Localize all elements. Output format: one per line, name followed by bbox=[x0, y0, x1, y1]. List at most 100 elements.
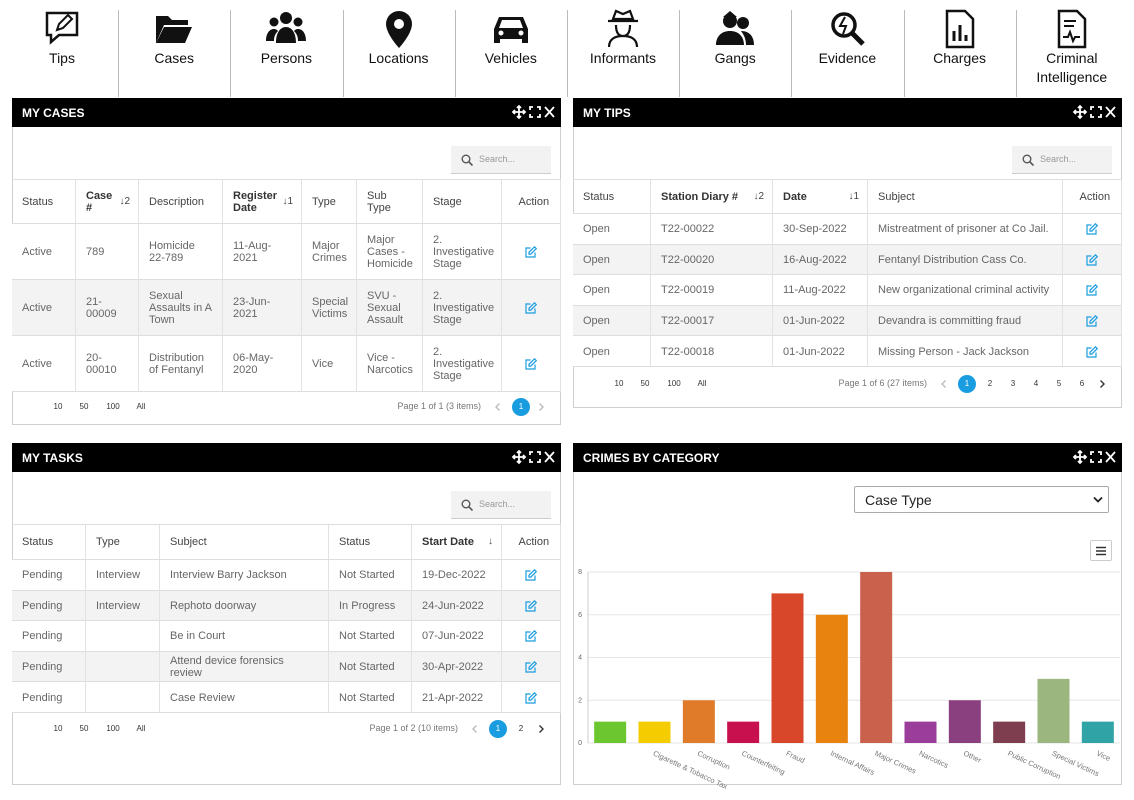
column-header[interactable]: Stage bbox=[423, 180, 502, 224]
page-size[interactable]: 10 bbox=[53, 724, 63, 733]
column-label: Status bbox=[583, 190, 615, 203]
nav-item[interactable]: Evidence bbox=[791, 0, 903, 97]
page-size[interactable]: 100 bbox=[106, 402, 120, 411]
page-size[interactable]: 50 bbox=[79, 724, 89, 733]
table-cell: 789 bbox=[76, 224, 139, 280]
next-page[interactable] bbox=[536, 724, 546, 734]
column-header[interactable]: Subject bbox=[868, 180, 1063, 214]
column-header[interactable]: Subject bbox=[160, 525, 329, 560]
action-cell[interactable] bbox=[502, 224, 561, 280]
next-page[interactable] bbox=[1097, 379, 1107, 389]
table-cell: Sexual Assaults in A Town bbox=[139, 280, 223, 336]
nav-label: Persons bbox=[260, 50, 313, 66]
prev-page[interactable] bbox=[939, 379, 949, 389]
action-cell[interactable] bbox=[502, 590, 561, 622]
panel-controls bbox=[1072, 449, 1116, 465]
action-cell[interactable] bbox=[1063, 336, 1122, 367]
page-size[interactable]: 10 bbox=[53, 402, 63, 411]
action-cell[interactable] bbox=[1063, 214, 1122, 245]
table-cell: 2. Investigative Stage bbox=[423, 336, 502, 392]
page-size[interactable]: All bbox=[697, 379, 707, 388]
case-type-select[interactable]: Case Type bbox=[854, 486, 1109, 513]
column-header[interactable]: Station Diary # ↓2 bbox=[651, 180, 773, 214]
search-box[interactable]: Search... bbox=[1012, 146, 1112, 174]
nav-item[interactable]: Charges bbox=[904, 0, 1016, 97]
search-box[interactable]: Search... bbox=[451, 146, 551, 174]
column-header[interactable]: Type bbox=[86, 525, 160, 560]
nav-item[interactable]: Vehicles bbox=[455, 0, 567, 97]
column-header[interactable]: Status bbox=[12, 525, 86, 560]
page-size[interactable]: 100 bbox=[106, 724, 120, 733]
bar bbox=[860, 572, 893, 743]
search-box[interactable]: Search... bbox=[451, 491, 551, 519]
nav-item[interactable]: Criminal Intelligence bbox=[1016, 0, 1128, 97]
page-number[interactable]: 1 bbox=[489, 720, 507, 738]
nav-item[interactable]: Locations bbox=[343, 0, 455, 97]
column-header[interactable]: Status bbox=[573, 180, 651, 214]
page-number[interactable]: 3 bbox=[1010, 379, 1016, 388]
table-cell: Homicide 22-789 bbox=[139, 224, 223, 280]
table-row: Open T22-00019 11-Aug-2022 New organization… bbox=[573, 275, 1122, 306]
nav-item[interactable]: Tips bbox=[6, 0, 118, 97]
action-cell[interactable] bbox=[1063, 275, 1122, 306]
page-number[interactable]: 2 bbox=[518, 724, 524, 733]
search-placeholder: Search... bbox=[479, 499, 516, 509]
action-cell[interactable] bbox=[502, 682, 561, 713]
action-cell[interactable] bbox=[502, 280, 561, 336]
prev-page[interactable] bbox=[470, 724, 480, 734]
nav-item[interactable]: Informants bbox=[567, 0, 679, 97]
table-row: Open T22-00022 30-Sep-2022 Mistreatment of … bbox=[573, 214, 1122, 245]
page-size[interactable]: 100 bbox=[667, 379, 681, 388]
column-header[interactable]: Date ↓1 bbox=[773, 180, 868, 214]
column-label: Station Diary # bbox=[661, 190, 739, 203]
column-label: Start Date bbox=[422, 536, 474, 548]
column-header[interactable]: Status bbox=[329, 525, 412, 560]
column-header[interactable]: Status bbox=[12, 180, 76, 224]
panel: MY TASKS Search... Status Type Subject Status… bbox=[12, 443, 561, 785]
bar bbox=[1037, 678, 1070, 743]
column-header[interactable]: Action bbox=[1063, 180, 1122, 214]
next-page[interactable] bbox=[536, 402, 546, 412]
column-header[interactable]: Register Date ↓1 bbox=[223, 180, 302, 224]
nav-item[interactable]: Cases bbox=[118, 0, 230, 97]
action-cell[interactable] bbox=[502, 621, 561, 652]
page-number[interactable]: 2 bbox=[987, 379, 993, 388]
page-number[interactable]: 5 bbox=[1056, 379, 1062, 388]
page-size[interactable]: 50 bbox=[79, 402, 89, 411]
page-size[interactable]: 50 bbox=[640, 379, 650, 388]
table-cell: Rephoto doorway bbox=[160, 590, 329, 622]
page-number[interactable]: 1 bbox=[512, 398, 530, 416]
column-header[interactable]: Start Date ↓ bbox=[412, 525, 502, 560]
nav-divider bbox=[230, 10, 232, 97]
page-info: Page 1 of 2 (10 items) bbox=[369, 723, 458, 733]
action-cell[interactable] bbox=[502, 560, 561, 591]
page-size[interactable]: 5 bbox=[591, 379, 597, 388]
page-number[interactable]: 1 bbox=[958, 375, 976, 393]
page-number[interactable]: 4 bbox=[1033, 379, 1039, 388]
table-cell: Mistreatment of prisoner at Co Jail. bbox=[868, 214, 1063, 245]
page-number[interactable]: 6 bbox=[1079, 379, 1085, 388]
action-cell[interactable] bbox=[1063, 244, 1122, 276]
chart-menu-button[interactable] bbox=[1090, 540, 1112, 561]
edit-icon bbox=[525, 302, 537, 314]
page-size[interactable]: 5 bbox=[30, 724, 36, 733]
action-cell[interactable] bbox=[502, 651, 561, 683]
column-header[interactable]: Description bbox=[139, 180, 223, 224]
table-cell: 11-Aug-2022 bbox=[773, 275, 868, 306]
edit-icon bbox=[525, 246, 537, 258]
page-size[interactable]: 5 bbox=[30, 402, 36, 411]
action-cell[interactable] bbox=[1063, 305, 1122, 337]
prev-page[interactable] bbox=[493, 402, 503, 412]
nav-item[interactable]: Persons bbox=[230, 0, 342, 97]
page-size[interactable]: All bbox=[136, 724, 146, 733]
page-size[interactable]: 10 bbox=[614, 379, 624, 388]
column-header[interactable]: Case # ↓2 bbox=[76, 180, 139, 224]
column-header[interactable]: Sub Type bbox=[357, 180, 423, 224]
action-cell[interactable] bbox=[502, 336, 561, 392]
page-size[interactable]: All bbox=[136, 402, 146, 411]
nav-item[interactable]: Gangs bbox=[679, 0, 791, 97]
table-cell: Special Victims bbox=[302, 280, 357, 336]
column-header[interactable]: Action bbox=[502, 525, 561, 560]
column-header[interactable]: Type bbox=[302, 180, 357, 224]
column-header[interactable]: Action bbox=[502, 180, 561, 224]
